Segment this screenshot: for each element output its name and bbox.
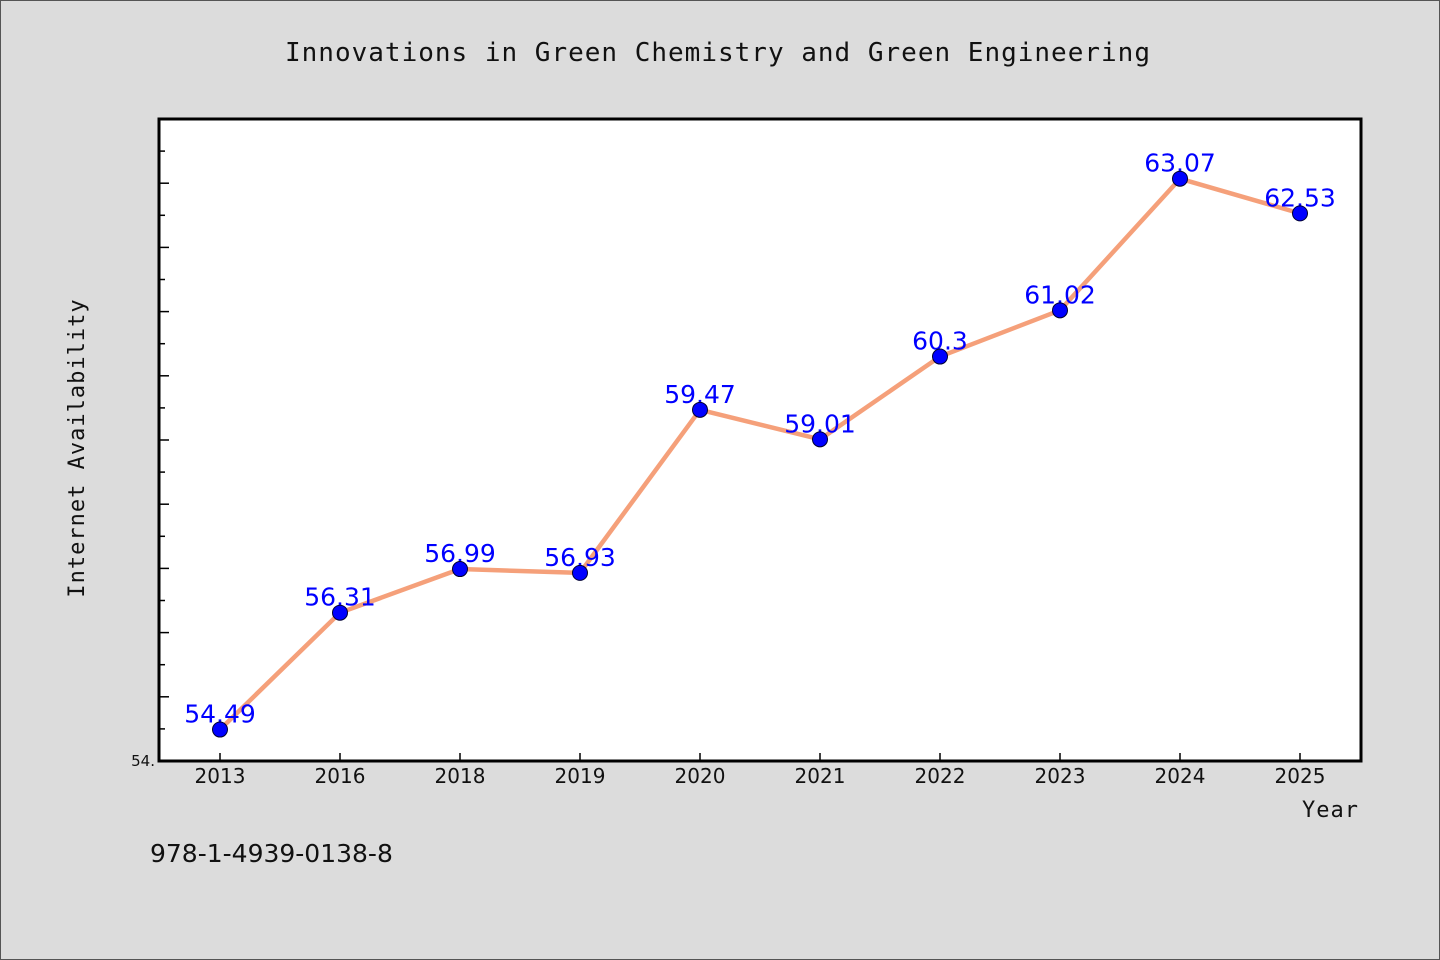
data-point bbox=[1052, 302, 1068, 319]
y-axis-ticks bbox=[159, 118, 169, 762]
data-point bbox=[572, 564, 588, 581]
data-point bbox=[1172, 170, 1188, 187]
isbn-text: 978-1-4939-0138-8 bbox=[150, 839, 393, 868]
x-tick-label: 2019 bbox=[555, 764, 606, 788]
x-tick-label: 2022 bbox=[915, 764, 966, 788]
y-axis-label: Internet Availability bbox=[65, 298, 90, 597]
x-axis-ticks: 2013 2016 2018 2019 2020 2021 2022 2023 2024 2025 bbox=[195, 753, 1326, 788]
x-tick-label: 2013 bbox=[195, 764, 246, 788]
data-point bbox=[1292, 205, 1308, 222]
y-tick-label: 54. bbox=[131, 752, 155, 770]
x-tick-label: 2024 bbox=[1155, 764, 1206, 788]
data-point bbox=[212, 721, 228, 738]
data-point bbox=[452, 561, 468, 578]
x-tick-label: 2018 bbox=[435, 764, 486, 788]
data-point bbox=[332, 604, 348, 621]
data-point bbox=[932, 348, 948, 365]
x-tick-label: 2016 bbox=[315, 764, 366, 788]
series-line bbox=[217, 176, 1303, 732]
x-tick-label: 2025 bbox=[1275, 764, 1326, 788]
x-tick-label: 2023 bbox=[1035, 764, 1086, 788]
data-point bbox=[692, 401, 708, 418]
chart-title: Innovations in Green Chemistry and Green… bbox=[285, 38, 1151, 68]
x-tick-label: 2020 bbox=[675, 764, 726, 788]
data-point bbox=[812, 431, 828, 448]
x-tick-label: 2021 bbox=[795, 764, 846, 788]
plot-area bbox=[157, 117, 1363, 763]
x-axis-label: Year bbox=[1302, 798, 1359, 823]
